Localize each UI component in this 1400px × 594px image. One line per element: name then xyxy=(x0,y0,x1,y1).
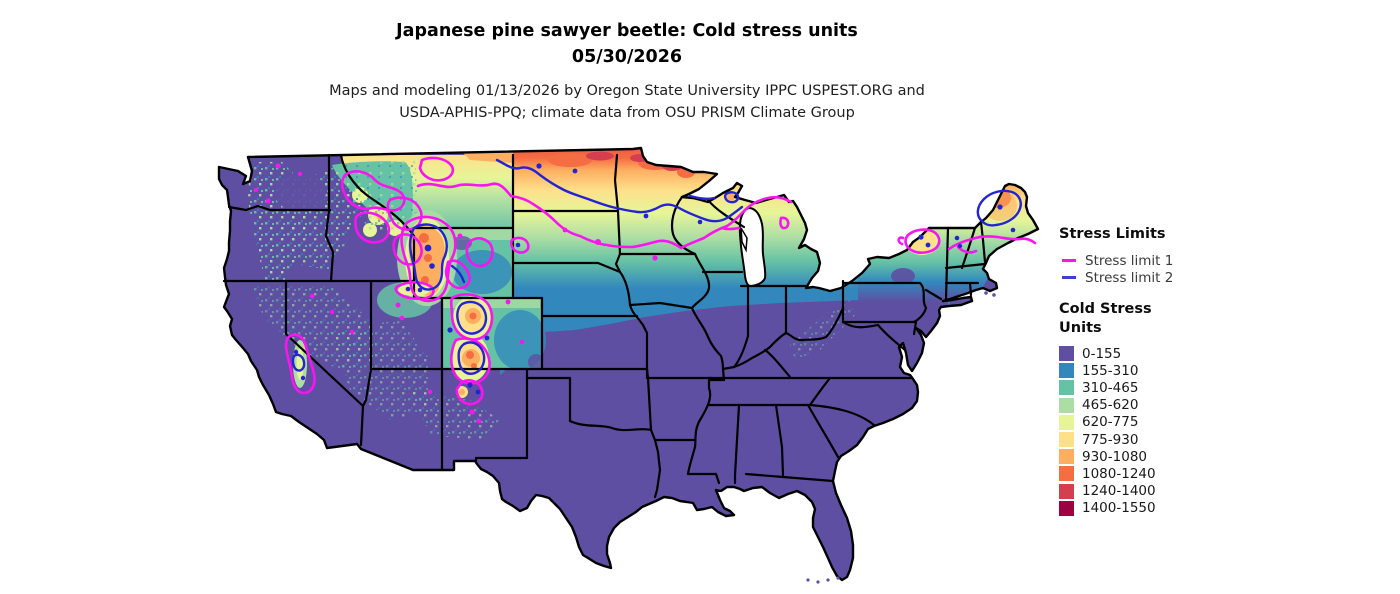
class-range-label: 620-775 xyxy=(1082,414,1139,431)
subtitle-line-1: Maps and modeling 01/13/2026 by Oregon S… xyxy=(329,83,925,99)
stress-limit-1-dots xyxy=(254,163,658,424)
class-range-label: 0-155 xyxy=(1082,345,1122,362)
stress-limits-heading: Stress Limits xyxy=(1059,226,1166,242)
class-range-label: 930-1080 xyxy=(1082,448,1147,465)
legend-class-row: 0-155 xyxy=(1059,345,1209,362)
class-range-label: 1240-1400 xyxy=(1082,483,1156,500)
class-swatch xyxy=(1059,363,1074,379)
class-swatch xyxy=(1059,397,1074,413)
page-title: Japanese pine sawyer beetle: Cold stress… xyxy=(396,21,858,41)
legend: Stress Limits Stress limit 1 Stress limi… xyxy=(1059,225,1209,517)
stress-limit-2-line-swatch xyxy=(1062,276,1076,279)
stress-limit-1-label: Stress limit 1 xyxy=(1085,252,1174,269)
legend-item-stress-limit-2: Stress limit 2 xyxy=(1059,269,1209,286)
class-swatch xyxy=(1059,414,1074,430)
class-swatch xyxy=(1059,432,1074,448)
legend-class-row: 310-465 xyxy=(1059,379,1209,396)
stress-limit-2-contours xyxy=(291,158,1022,375)
cold-stress-units-heading-line1: Cold Stress xyxy=(1059,301,1152,317)
legend-item-stress-limit-1: Stress limit 1 xyxy=(1059,252,1209,269)
class-range-label: 775-930 xyxy=(1082,431,1139,448)
legend-class-row: 1240-1400 xyxy=(1059,483,1209,500)
class-swatch xyxy=(1059,346,1074,362)
class-swatch xyxy=(1059,466,1074,482)
cold-stress-units-heading-line2: Units xyxy=(1059,320,1102,336)
class-range-label: 310-465 xyxy=(1082,379,1139,396)
class-range-label: 1080-1240 xyxy=(1082,465,1156,482)
legend-class-row: 620-775 xyxy=(1059,414,1209,431)
legend-class-row: 1400-1550 xyxy=(1059,500,1209,517)
cold-stress-units-rows: 0-155 155-310 310-465 465-620 620-775 77… xyxy=(1059,345,1209,517)
class-swatch xyxy=(1059,500,1074,516)
class-swatch xyxy=(1059,380,1074,396)
legend-class-row: 1080-1240 xyxy=(1059,465,1209,482)
title-date: 05/30/2026 xyxy=(571,47,683,67)
title-block: Japanese pine sawyer beetle: Cold stress… xyxy=(227,18,1027,70)
legend-class-row: 775-930 xyxy=(1059,431,1209,448)
legend-class-row: 155-310 xyxy=(1059,362,1209,379)
class-swatch xyxy=(1059,449,1074,465)
state-borders xyxy=(222,153,987,499)
subtitle-block: Maps and modeling 01/13/2026 by Oregon S… xyxy=(227,80,1027,124)
subtitle-line-2: USDA-APHIS-PPQ; climate data from OSU PR… xyxy=(399,105,855,121)
class-range-label: 155-310 xyxy=(1082,362,1139,379)
stress-limit-1-line-swatch xyxy=(1062,259,1076,262)
class-range-label: 1400-1550 xyxy=(1082,500,1156,517)
legend-class-row: 930-1080 xyxy=(1059,448,1209,465)
class-range-label: 465-620 xyxy=(1082,397,1139,414)
stress-limit-2-dots xyxy=(293,163,1016,395)
legend-class-row: 465-620 xyxy=(1059,397,1209,414)
stress-limit-items: Stress limit 1 Stress limit 2 xyxy=(1059,252,1209,286)
islands xyxy=(806,291,996,584)
cold-stress-raster xyxy=(219,148,1038,580)
stress-limit-2-label: Stress limit 2 xyxy=(1085,269,1174,286)
class-swatch xyxy=(1059,483,1074,499)
